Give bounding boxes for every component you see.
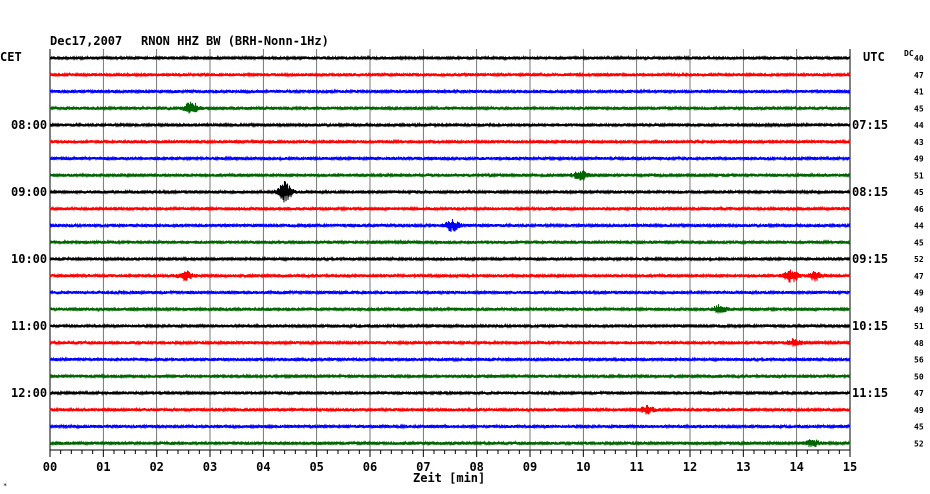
dc-value: 48 [914,339,924,348]
trace-row-21 [49,404,851,415]
x-tick-label: 10 [576,460,590,474]
right-time-label: 09:15 [852,252,888,266]
dc-value: 45 [914,104,924,113]
x-tick-label: 03 [203,460,217,474]
dc-value: 56 [914,356,924,365]
dc-value: 47 [914,389,924,398]
trace-row-9 [49,205,851,212]
dc-value: 49 [914,406,924,415]
dc-value: 49 [914,155,924,164]
trace-row-19 [49,372,851,380]
x-tick-label: 00 [43,460,57,474]
right-time-label: 10:15 [852,319,888,333]
trace-row-3 [49,101,851,114]
left-time-label: 08:00 [11,118,47,132]
x-tick-label: 12 [683,460,697,474]
x-tick-label: 02 [149,460,163,474]
trace-row-23 [49,439,851,448]
dc-value: 44 [914,121,924,130]
trace-row-18 [49,356,851,363]
trace-row-0 [49,54,851,62]
x-tick-label: 01 [96,460,110,474]
right-time-label: 07:15 [852,118,888,132]
chart-title: RNON HHZ BW (BRH-Nonn-1Hz) [141,34,329,48]
x-tick-label: 09 [523,460,537,474]
dc-value: 52 [914,255,924,264]
trace-row-8 [49,181,851,203]
trace-row-13 [49,269,851,283]
trace-row-2 [49,88,851,95]
trace-row-11 [49,238,851,246]
corner-mark-icon: * [3,482,7,490]
trace-row-5 [49,138,851,146]
dc-value: 52 [914,439,924,448]
dc-value: 47 [914,71,924,80]
x-tick-label: 07 [416,460,430,474]
dc-value: 45 [914,238,924,247]
dc-value: 49 [914,289,924,298]
dc-value: 47 [914,272,924,281]
trace-row-20 [49,389,851,397]
x-tick-label: 15 [843,460,857,474]
dc-value: 49 [914,305,924,314]
trace-row-4 [49,121,851,129]
dc-value: 45 [914,188,924,197]
x-tick-label: 13 [736,460,750,474]
left-timezone-label: CET [0,50,22,64]
right-time-label: 08:15 [852,185,888,199]
dc-value: 41 [914,88,924,97]
dc-value: 43 [914,138,924,147]
trace-row-7 [49,169,851,181]
dc-value: 50 [914,372,924,381]
trace-row-14 [49,289,851,296]
x-tick-label: 04 [256,460,270,474]
x-tick-label: 08 [469,460,483,474]
trace-row-17 [49,338,851,347]
x-tick-label: 05 [309,460,323,474]
x-tick-label: 06 [363,460,377,474]
dc-value: 46 [914,205,924,214]
header-date: Dec17,2007 [50,34,122,48]
trace-row-1 [49,71,851,78]
left-time-label: 11:00 [11,319,47,333]
x-tick-label: 11 [629,460,643,474]
trace-row-6 [49,155,851,162]
dc-label: DC [904,49,914,58]
x-axis-label: Zeit [min] [413,471,485,485]
dc-value: 51 [914,171,924,180]
right-time-label: 11:15 [852,386,888,400]
right-timezone-label: UTC [863,50,885,64]
left-time-label: 10:00 [11,252,47,266]
dc-value: 44 [914,222,924,231]
dc-value: 45 [914,423,924,432]
trace-row-16 [49,322,851,330]
left-time-label: 09:00 [11,185,47,199]
trace-row-15 [49,304,851,314]
left-time-label: 12:00 [11,386,47,400]
trace-row-10 [49,218,851,232]
trace-row-12 [49,255,851,263]
dc-value: 51 [914,322,924,331]
dc-value: 40 [914,54,924,63]
trace-row-22 [49,423,851,430]
x-tick-label: 14 [789,460,803,474]
